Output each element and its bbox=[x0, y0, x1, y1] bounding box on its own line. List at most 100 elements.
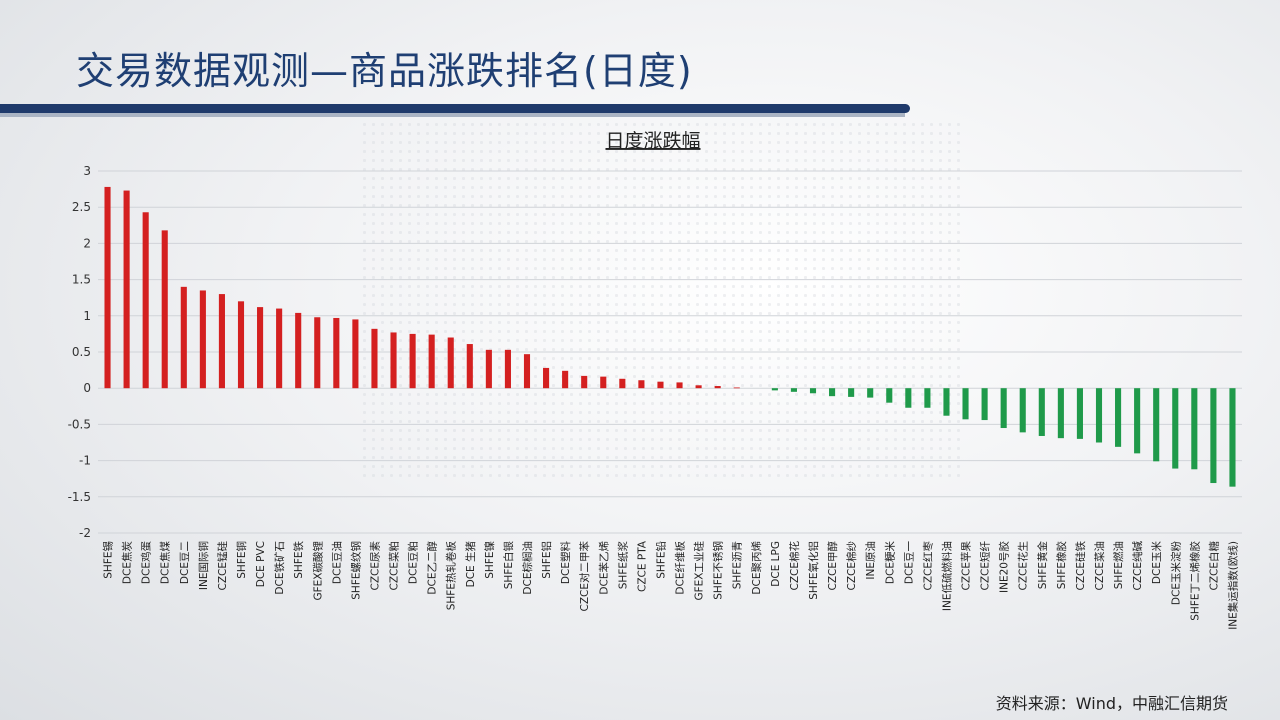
bar bbox=[390, 332, 397, 389]
y-tick-label: 2 bbox=[83, 236, 91, 250]
category-label: SHFE丁二烯橡胶 bbox=[1188, 541, 1201, 621]
bar bbox=[199, 290, 206, 389]
bar bbox=[180, 286, 187, 389]
bar bbox=[809, 388, 817, 394]
category-label: SHFE铅 bbox=[654, 541, 667, 579]
title-underline-accent bbox=[0, 113, 905, 117]
bar bbox=[276, 308, 283, 389]
bar bbox=[1210, 388, 1217, 484]
bar bbox=[943, 388, 950, 416]
bar bbox=[104, 186, 111, 389]
category-label: DCE棕榈油 bbox=[521, 541, 534, 595]
category-label: CZCE对二甲苯 bbox=[578, 541, 591, 612]
bar bbox=[409, 333, 416, 389]
bar bbox=[1191, 388, 1198, 470]
category-label: SHFE氧化铝 bbox=[807, 541, 820, 600]
category-label: DCE塑料 bbox=[559, 541, 572, 585]
bar bbox=[1229, 388, 1236, 487]
title-underline-bar bbox=[0, 104, 910, 113]
category-label: SHFE燃油 bbox=[1112, 541, 1125, 589]
category-label: SHFE镍 bbox=[483, 541, 496, 579]
bar bbox=[562, 370, 569, 389]
category-label: DCE乙二醇 bbox=[426, 541, 439, 595]
category-label: DCE豆一 bbox=[903, 541, 915, 585]
category-label: SHFE沥青 bbox=[731, 541, 744, 589]
category-label: DCE 生猪 bbox=[464, 541, 477, 588]
category-label: CZCE苹果 bbox=[960, 541, 973, 591]
bar bbox=[1000, 388, 1007, 429]
y-tick-label: -2 bbox=[79, 526, 91, 540]
bar bbox=[676, 382, 683, 389]
bar bbox=[1115, 388, 1122, 447]
bar bbox=[333, 317, 340, 389]
category-label: INE低硫燃料油 bbox=[940, 541, 953, 611]
bar bbox=[619, 378, 626, 389]
bar bbox=[962, 388, 969, 420]
y-tick-label: 0 bbox=[83, 381, 91, 395]
bars bbox=[104, 186, 1236, 487]
category-label: SHFE纸浆 bbox=[616, 541, 629, 590]
bar bbox=[1095, 388, 1103, 443]
category-label: SHFE铁 bbox=[292, 541, 305, 579]
category-label: SHFE黄金 bbox=[1036, 541, 1049, 590]
bar bbox=[161, 230, 168, 389]
category-label: INE国际铜 bbox=[198, 541, 210, 590]
bar bbox=[504, 349, 511, 389]
category-label: DCE焦煤 bbox=[159, 541, 172, 585]
category-label: SHFE橡胶 bbox=[1055, 541, 1068, 590]
category-label: INE20号胶 bbox=[998, 541, 1011, 593]
category-label: DCE聚丙烯 bbox=[750, 541, 763, 595]
bar bbox=[237, 301, 245, 389]
category-label: SHFE铝 bbox=[540, 541, 553, 579]
category-label: CZCE花生 bbox=[1017, 541, 1030, 591]
category-label: CZCE锰硅 bbox=[216, 541, 229, 591]
category-label: CZCE甲醇 bbox=[826, 541, 839, 591]
y-tick-label: -1.5 bbox=[68, 490, 91, 504]
category-label: DCE粳米 bbox=[883, 541, 896, 585]
bar bbox=[1172, 388, 1179, 469]
category-label: CZCE硅铁 bbox=[1074, 541, 1087, 591]
bar bbox=[371, 328, 378, 389]
category-label: DCE玉米淀粉 bbox=[1169, 541, 1182, 606]
category-label: DCE PVC bbox=[255, 541, 267, 587]
category-label: CZCE PTA bbox=[636, 540, 648, 592]
bar bbox=[581, 375, 588, 389]
bar bbox=[352, 319, 359, 389]
bar bbox=[447, 337, 454, 389]
y-axis: 3 2.5 2 1.5 1 0.5 0 -0.5 -1 -1.5 -2 bbox=[68, 164, 91, 540]
category-label: DCE焦炭 bbox=[121, 541, 134, 585]
bar bbox=[600, 376, 607, 389]
category-label: CZCE棉花 bbox=[788, 541, 801, 591]
y-tick-label: 1 bbox=[83, 309, 91, 323]
y-tick-label: 1.5 bbox=[72, 273, 91, 287]
category-label: CZCE白糖 bbox=[1207, 541, 1220, 591]
category-label: CZCE短纤 bbox=[979, 541, 992, 591]
bar bbox=[829, 388, 836, 397]
bar bbox=[848, 388, 855, 397]
category-label: DCE LPG bbox=[770, 541, 782, 587]
chart-title: 日度涨跌幅 bbox=[605, 130, 700, 152]
bar bbox=[142, 212, 149, 389]
category-label: SHFE锡 bbox=[102, 541, 115, 579]
gridlines bbox=[98, 170, 1242, 534]
bar bbox=[295, 312, 302, 389]
bar bbox=[218, 294, 225, 389]
category-label: CZCE菜粕 bbox=[388, 541, 401, 591]
bar bbox=[428, 334, 435, 389]
category-label: DCE鸡蛋 bbox=[140, 541, 153, 585]
category-label: SHFE热轧卷板 bbox=[445, 541, 458, 611]
category-label: DCE玉米 bbox=[1150, 541, 1163, 585]
category-label: DCE豆粕 bbox=[407, 541, 420, 584]
category-label: INE集运指数(欧线) bbox=[1226, 541, 1239, 630]
category-label: DCE豆二 bbox=[179, 541, 191, 584]
y-tick-label: -0.5 bbox=[68, 417, 91, 431]
category-label: GFEX工业硅 bbox=[693, 541, 706, 601]
source-note: 资料来源：Wind，中融汇信期货 bbox=[995, 694, 1228, 713]
bar bbox=[1057, 388, 1064, 439]
category-label: SHFE白银 bbox=[502, 541, 515, 590]
bar bbox=[543, 367, 550, 389]
category-label: INE原油 bbox=[864, 541, 877, 580]
category-label: DCE纤维板 bbox=[674, 541, 687, 595]
bar bbox=[790, 388, 797, 392]
bar bbox=[771, 388, 778, 391]
